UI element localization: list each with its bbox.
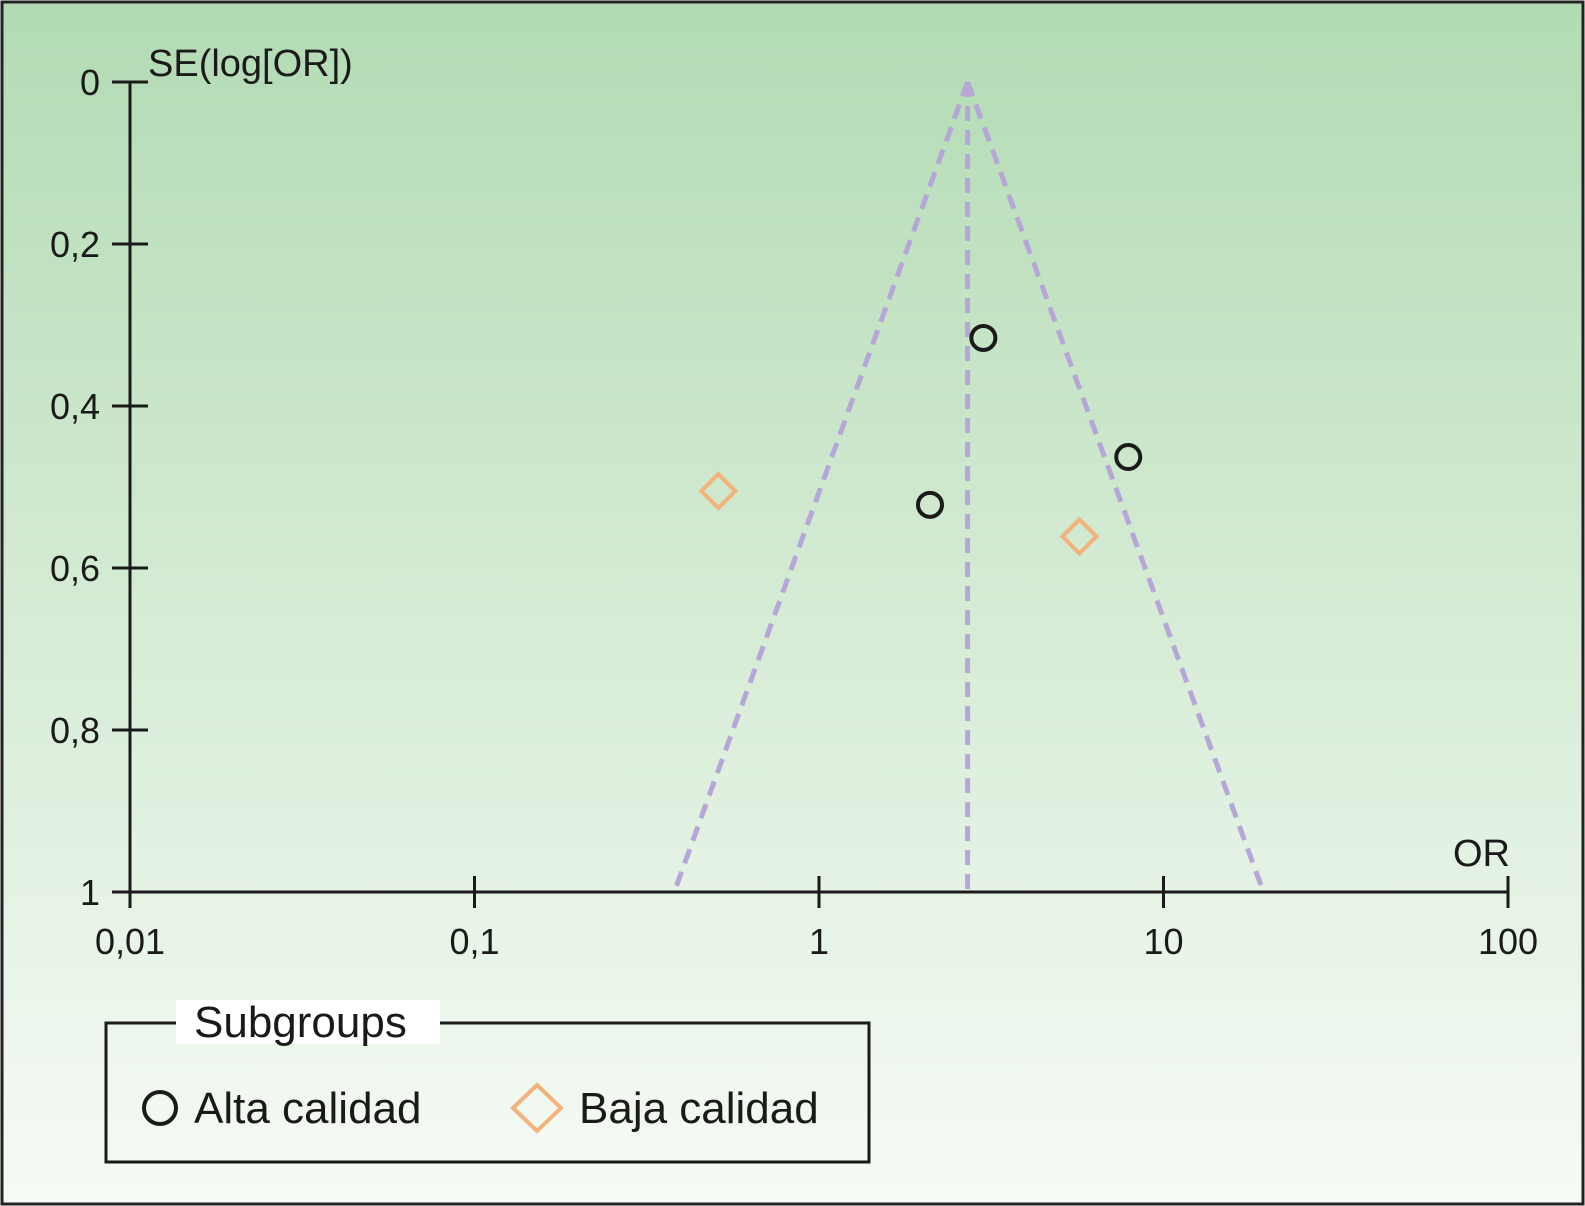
- legend-title: Subgroups: [194, 998, 407, 1047]
- legend-box: [104, 1021, 871, 1164]
- legend: Subgroups Alta calidad Baja calidad: [104, 998, 871, 1164]
- y-tick-label: 1: [80, 872, 100, 913]
- y-tick-label: 0,4: [50, 386, 100, 427]
- legend-title-backing: [176, 1000, 440, 1044]
- alta-calidad-point: [1114, 443, 1143, 472]
- legend-circle-marker: [142, 1090, 178, 1126]
- legend-label-baja-calidad: Baja calidad: [579, 1084, 819, 1133]
- y-tick-label: 0,6: [50, 548, 100, 589]
- alta-calidad-point: [916, 490, 945, 519]
- data-points: [698, 323, 1143, 557]
- x-axis-title: OR: [1453, 833, 1510, 875]
- alta-calidad-point: [969, 323, 998, 352]
- funnel-lines: [671, 81, 1266, 893]
- legend-diamond-marker: [510, 1082, 564, 1134]
- y-tick-label: 0: [80, 62, 100, 103]
- x-tick-label: 0,01: [95, 921, 165, 962]
- baja-calidad-point: [1059, 516, 1100, 557]
- legend-label-alta-calidad: Alta calidad: [194, 1084, 421, 1133]
- x-tick-label: 0,1: [449, 921, 499, 962]
- y-axis-title: SE(log[OR]): [148, 43, 353, 85]
- y-tick-label: 0,8: [50, 710, 100, 751]
- x-tick-label: 100: [1478, 921, 1538, 962]
- x-ticks: 0,01 0,1 1 10 100: [95, 876, 1538, 962]
- y-tick-label: 0,2: [50, 224, 100, 265]
- x-tick-label: 1: [809, 921, 829, 962]
- x-tick-label: 10: [1143, 921, 1183, 962]
- y-ticks: 0 0,2 0,4 0,6 0,8 1: [50, 62, 148, 913]
- baja-calidad-point: [698, 471, 739, 511]
